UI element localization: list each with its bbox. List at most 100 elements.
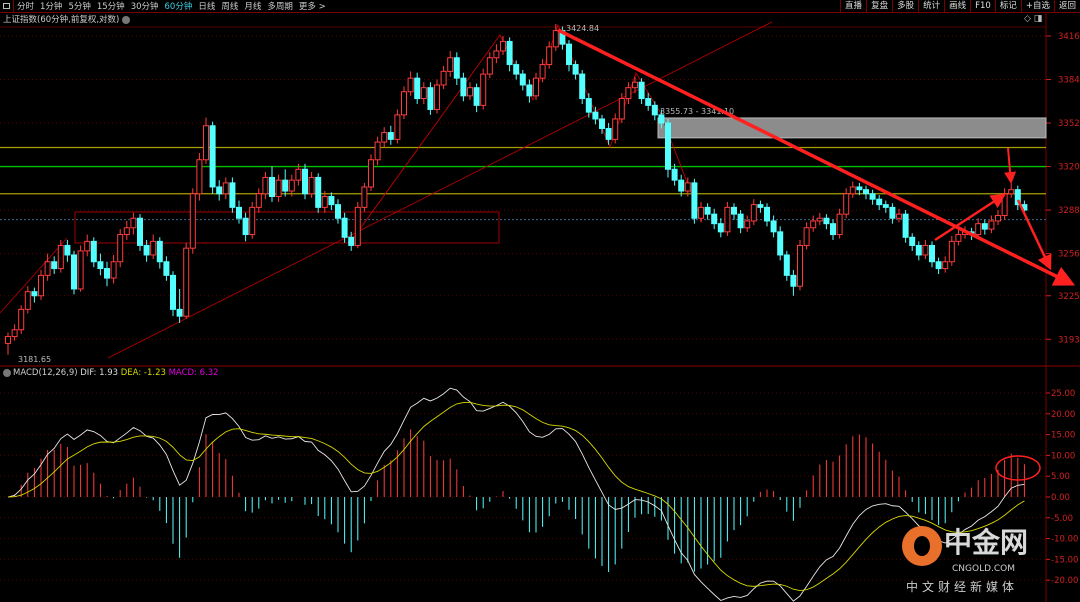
candle xyxy=(401,86,407,119)
candle xyxy=(130,212,137,235)
macd-header: MACD(12,26,9) DIF: 1.93 DEA: -1.23 MACD:… xyxy=(3,368,219,378)
candle xyxy=(579,70,586,104)
candle-body xyxy=(170,274,176,310)
candle-body xyxy=(473,87,480,106)
macd-tick-label: 15.00 xyxy=(1051,431,1075,441)
tab-0[interactable]: 分时 xyxy=(17,2,35,12)
tab-4[interactable]: 30分钟 xyxy=(130,2,159,12)
candle-body xyxy=(275,179,282,197)
candle xyxy=(592,106,599,125)
candle-body xyxy=(572,64,579,75)
candle xyxy=(123,220,130,240)
macd-dif: DIF: 1.93 xyxy=(80,368,119,378)
decline-arrow xyxy=(1016,199,1052,271)
candle-body xyxy=(922,244,929,256)
panel-toggle-icon[interactable] xyxy=(0,0,14,12)
candle xyxy=(209,121,216,194)
candle xyxy=(506,37,513,72)
candle-body xyxy=(552,30,559,48)
tab-8[interactable]: 月线 xyxy=(244,2,262,12)
candle-body xyxy=(308,176,315,195)
candle xyxy=(341,212,348,243)
tab-10[interactable]: 更多 > xyxy=(298,2,326,12)
watermark-logo: 中金网 CNGOLD.COM 中文财经新媒体 xyxy=(900,526,1040,600)
pointer-arrow xyxy=(1004,147,1017,184)
candle xyxy=(189,188,196,254)
dea-line xyxy=(7,401,1025,592)
tab-5[interactable]: 60分钟 xyxy=(164,2,193,12)
toolbar-button-8[interactable]: 返回 xyxy=(1053,0,1080,13)
candle-body xyxy=(605,127,612,140)
candle-body xyxy=(955,234,962,242)
candle-body xyxy=(869,193,876,200)
candle-body xyxy=(394,114,401,140)
candle xyxy=(651,101,658,121)
candle xyxy=(856,182,863,196)
candle xyxy=(427,82,434,115)
candle xyxy=(18,305,25,334)
candle xyxy=(57,240,64,273)
toolbar-button-2[interactable]: 多股 xyxy=(892,0,918,13)
candle xyxy=(658,109,665,129)
candle-body xyxy=(31,291,38,297)
panel-icon[interactable]: ◨ xyxy=(1033,14,1043,24)
candle-body xyxy=(302,168,308,195)
candle xyxy=(552,23,559,51)
settings-icon[interactable] xyxy=(3,368,11,377)
candle xyxy=(546,41,553,69)
candle xyxy=(163,256,170,281)
tab-3[interactable]: 15分钟 xyxy=(96,2,125,12)
toolbar-button-4[interactable]: 画线 xyxy=(944,0,970,13)
toolbar-button-5[interactable]: F10 xyxy=(970,0,995,13)
candle-body xyxy=(816,217,823,222)
diamond-icon[interactable]: ◇ xyxy=(1024,14,1031,24)
candle-body xyxy=(889,206,896,219)
candle xyxy=(467,82,473,100)
candle-body xyxy=(24,291,31,310)
tab-2[interactable]: 5分钟 xyxy=(68,2,91,12)
tab-1[interactable]: 1分钟 xyxy=(40,2,63,12)
dropdown-icon[interactable] xyxy=(122,15,131,24)
candle-body xyxy=(876,198,883,206)
tab-7[interactable]: 周线 xyxy=(221,2,239,12)
toolbar-button-6[interactable]: 标记 xyxy=(994,0,1021,13)
zone-label: 3355.73 - 3341.10 xyxy=(660,107,734,116)
candle xyxy=(315,173,322,213)
candle-body xyxy=(592,111,599,120)
toolbar-button-1[interactable]: 复盘 xyxy=(866,0,892,13)
candle-body xyxy=(196,159,203,195)
chart-tools: ◇ ◨ xyxy=(1024,14,1042,24)
toolbar-button-0[interactable]: 直播 xyxy=(840,0,866,13)
candle xyxy=(638,78,645,104)
toolbar-button-3[interactable]: 统计 xyxy=(918,0,944,13)
candle xyxy=(942,256,949,273)
right-buttons: 直播 复盘 多股 统计 画线 F10 标记 +自选 返回 xyxy=(840,0,1080,13)
logo-icon xyxy=(902,526,942,566)
candle-body xyxy=(269,176,275,197)
candle xyxy=(810,215,817,232)
toolbar-button-7[interactable]: +自选 xyxy=(1020,0,1054,13)
tab-9[interactable]: 多周期 xyxy=(267,2,293,12)
candle xyxy=(420,82,427,104)
candle xyxy=(764,203,770,227)
candle xyxy=(387,125,394,145)
candle-body xyxy=(183,247,190,317)
candle xyxy=(203,117,209,164)
candle-body xyxy=(90,240,97,263)
candle xyxy=(803,222,810,250)
candle-body xyxy=(981,223,988,230)
candle-body xyxy=(909,236,916,246)
candle xyxy=(572,60,579,80)
candle xyxy=(704,203,711,220)
candle xyxy=(196,152,203,201)
candle-body xyxy=(282,179,289,192)
candle xyxy=(275,174,282,202)
candle-body xyxy=(935,261,942,270)
candle-body xyxy=(77,250,84,290)
candle-body xyxy=(671,168,678,181)
candle-body xyxy=(110,261,117,279)
candle xyxy=(665,118,671,178)
candle-body xyxy=(341,217,348,238)
tab-6[interactable]: 日线 xyxy=(198,2,216,12)
